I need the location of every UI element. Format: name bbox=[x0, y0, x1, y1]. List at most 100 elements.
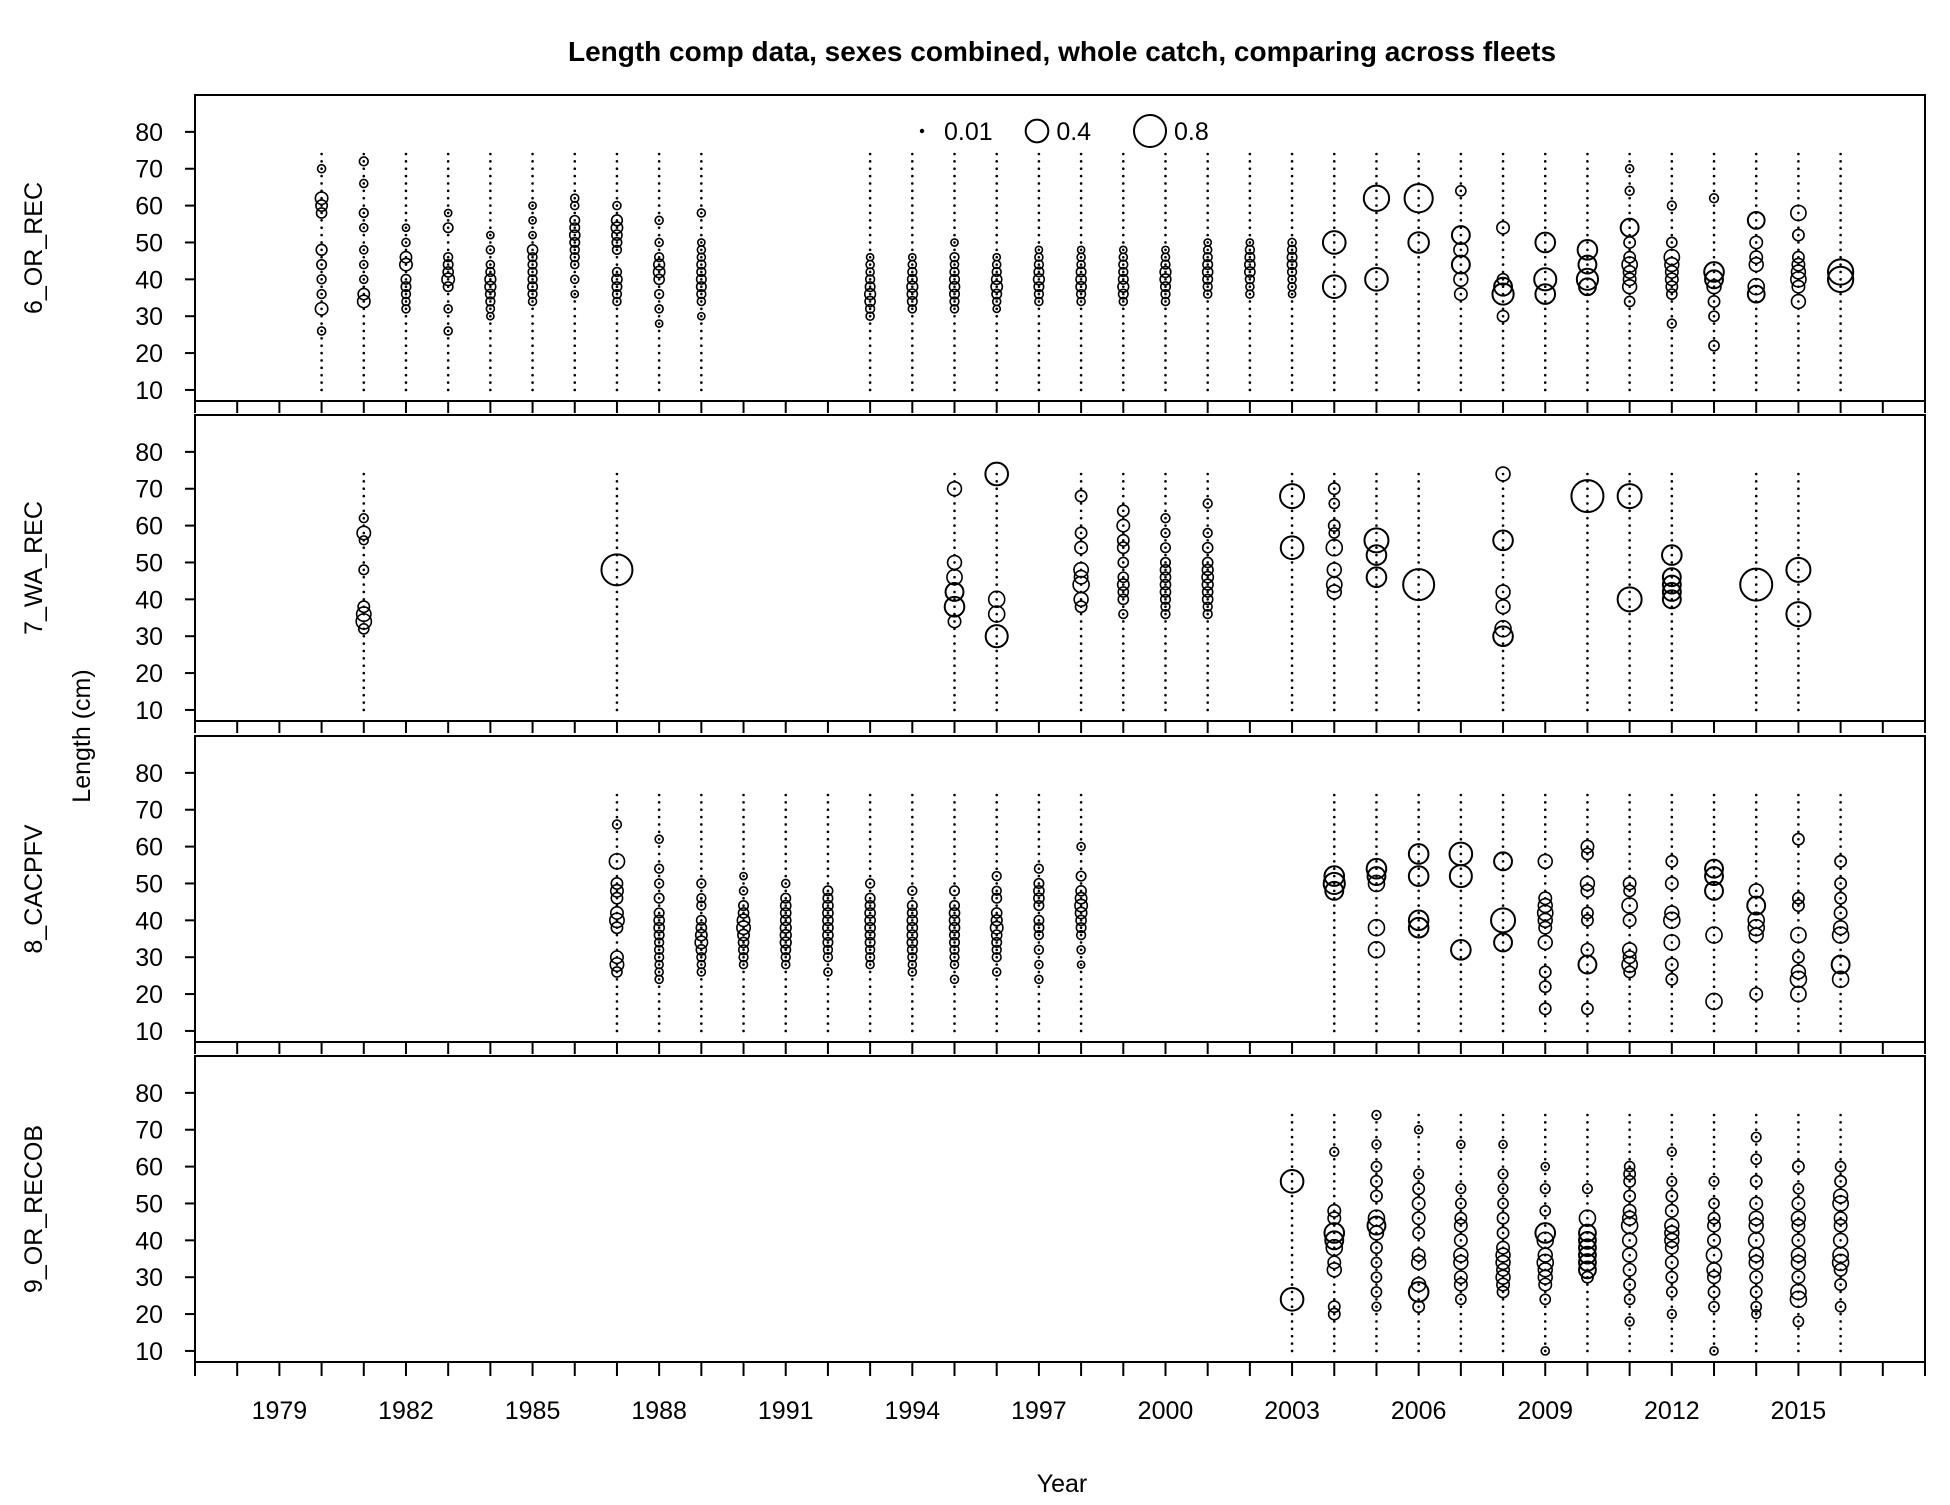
bin-dot bbox=[1332, 1305, 1336, 1308]
bin-dot bbox=[1628, 605, 1631, 609]
bin-dot bbox=[657, 845, 661, 848]
bin-dot bbox=[1501, 1165, 1505, 1168]
bin-dot bbox=[1712, 933, 1716, 937]
bin-dot bbox=[1079, 642, 1083, 645]
bin-dot bbox=[1797, 152, 1800, 156]
bin-dot bbox=[657, 978, 661, 981]
bin-dot bbox=[995, 1000, 999, 1003]
data-bubble bbox=[1326, 584, 1342, 600]
data-bubble bbox=[695, 273, 707, 285]
bin-dot bbox=[1290, 575, 1294, 579]
bin-dot bbox=[953, 160, 956, 163]
bin-dot bbox=[1417, 1298, 1420, 1301]
bin-dot bbox=[1501, 889, 1505, 893]
bin-dot bbox=[784, 896, 788, 900]
data-bubble bbox=[991, 288, 1003, 300]
bin-dot bbox=[1417, 1202, 1420, 1205]
bin-dot bbox=[1164, 381, 1167, 384]
bin-dot bbox=[1839, 233, 1842, 237]
data-bubble bbox=[654, 834, 664, 845]
bin-dot bbox=[1543, 874, 1547, 878]
panel-frame bbox=[194, 414, 1926, 722]
bin-dot bbox=[1037, 823, 1041, 826]
bin-dot bbox=[1501, 1113, 1505, 1117]
bin-dot bbox=[1712, 1150, 1716, 1154]
bin-dot bbox=[1586, 911, 1589, 915]
bin-dot bbox=[1248, 322, 1252, 325]
bin-dot bbox=[1459, 1194, 1463, 1198]
bin-dot bbox=[1417, 1143, 1420, 1146]
data-bubble bbox=[1707, 1285, 1721, 1299]
bin-dot bbox=[1079, 337, 1083, 340]
bin-dot bbox=[1206, 241, 1209, 244]
bin-dot bbox=[1332, 664, 1336, 667]
bin-dot bbox=[1586, 182, 1589, 185]
bin-dot bbox=[1839, 948, 1842, 952]
data-bubble bbox=[780, 952, 791, 963]
bin-dot bbox=[362, 263, 366, 266]
bin-dot bbox=[1164, 152, 1167, 156]
bin-dot bbox=[1290, 226, 1294, 230]
bin-dot bbox=[1839, 1113, 1842, 1117]
bin-dot bbox=[1121, 701, 1125, 704]
data-bubble bbox=[1367, 874, 1386, 893]
data-bubble bbox=[1622, 272, 1637, 287]
bin-dot bbox=[489, 366, 492, 370]
data-bubble bbox=[864, 281, 876, 293]
bin-dot bbox=[1079, 182, 1083, 185]
bin-dot bbox=[826, 904, 830, 907]
bin-dot bbox=[1712, 1202, 1716, 1205]
data-bubble bbox=[358, 259, 369, 270]
bin-dot bbox=[657, 344, 661, 347]
bin-dot bbox=[1206, 590, 1209, 594]
data-bubble bbox=[907, 266, 918, 278]
bin-dot bbox=[1164, 167, 1167, 171]
bin-dot bbox=[1375, 314, 1378, 318]
bin-dot bbox=[615, 472, 619, 476]
bin-dot bbox=[531, 160, 534, 163]
data-bubble bbox=[906, 273, 918, 285]
data-bubble bbox=[1201, 541, 1214, 554]
x-axis: 1979 1982 1985 1988 1991 1994 1997 2000 2003 2006… bbox=[194, 1362, 1926, 1425]
bin-dot bbox=[1332, 233, 1336, 237]
bin-dot bbox=[1375, 1305, 1378, 1308]
bin-dot bbox=[489, 226, 492, 230]
bin-dot bbox=[1754, 1320, 1758, 1323]
bin-dot bbox=[531, 381, 534, 384]
bin-dot bbox=[1417, 978, 1420, 981]
bin-dot bbox=[1543, 830, 1547, 834]
bin-dot bbox=[1797, 182, 1800, 185]
bin-dot bbox=[1586, 926, 1589, 930]
bin-dot bbox=[1501, 300, 1505, 303]
bin-dot bbox=[700, 351, 703, 355]
bin-dot bbox=[1586, 708, 1589, 712]
bin-dot bbox=[657, 852, 661, 856]
bin-dot bbox=[953, 524, 956, 527]
data-bubble bbox=[1664, 264, 1679, 279]
bin-dot bbox=[531, 337, 534, 340]
bin-dot bbox=[573, 292, 577, 296]
bin-dot bbox=[1332, 1312, 1336, 1316]
bin-dot bbox=[1290, 1135, 1294, 1139]
bin-dot bbox=[446, 373, 450, 377]
bin-dot bbox=[320, 160, 323, 163]
bin-dot bbox=[995, 314, 999, 318]
bin-dot bbox=[1628, 487, 1631, 491]
bin-dot bbox=[362, 160, 366, 163]
bin-dot bbox=[1754, 808, 1758, 812]
bin-dot bbox=[1375, 568, 1378, 572]
bin-dot bbox=[1670, 634, 1674, 638]
bin-dot bbox=[573, 314, 577, 318]
bin-dot bbox=[700, 793, 703, 797]
bin-dot bbox=[446, 152, 450, 156]
y-tick-label: 40 bbox=[135, 266, 163, 294]
bin-dot bbox=[1543, 366, 1547, 370]
bin-dot bbox=[1375, 174, 1378, 178]
bin-dot bbox=[1670, 801, 1674, 804]
bin-dot bbox=[1206, 598, 1209, 601]
bin-dot bbox=[1290, 686, 1294, 690]
bin-dot bbox=[1628, 1342, 1631, 1345]
bin-dot bbox=[1754, 553, 1758, 557]
bin-dot bbox=[1670, 1029, 1674, 1033]
data-bubble bbox=[864, 907, 876, 919]
